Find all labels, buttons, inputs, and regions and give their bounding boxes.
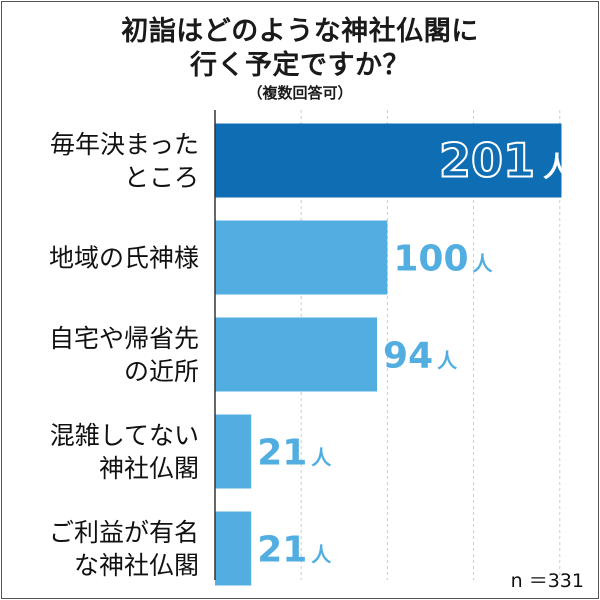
value-label-2: 100 人 (393, 239, 493, 280)
value-number-3: 94 (383, 336, 433, 377)
bar-2 (215, 220, 388, 295)
category-label-5-line-2: な神社仏閣 (74, 551, 199, 580)
bar-1 (215, 123, 562, 198)
category-label-4-line-2: 神社仏閣 (99, 454, 199, 483)
value-label-5: 21 人 (257, 530, 332, 571)
bar-5 (215, 511, 252, 586)
bar-3 (215, 317, 378, 392)
value-number-4: 21 (257, 433, 307, 474)
category-label-1-line-1: 毎年決まった (50, 130, 199, 159)
value-unit-2: 人 (473, 252, 494, 276)
bar-4 (215, 414, 252, 489)
sample-size-label: n ＝331 (510, 570, 584, 592)
value-number-2: 100 (393, 239, 468, 280)
category-label-4-line-1: 混雑してない (50, 421, 199, 450)
value-number-5: 21 (257, 530, 307, 571)
category-label-3-line-1: 自宅や帰省先 (49, 324, 199, 353)
value-unit-1: 人 (543, 151, 571, 184)
category-label-5-line-1: ご利益が有名 (49, 518, 199, 547)
value-label-3: 94 人 (383, 336, 458, 377)
value-label-1: 201 人 (439, 134, 571, 188)
value-number-1: 201 (439, 134, 535, 188)
value-unit-3: 人 (437, 349, 458, 373)
chart-title-line-2: 行く予定ですか？ (190, 50, 410, 81)
category-label-3-line-2: の近所 (124, 357, 199, 386)
value-label-4: 21 人 (257, 433, 332, 474)
chart-subtitle: （複数回答可） (247, 84, 353, 102)
value-unit-4: 人 (311, 446, 332, 470)
category-label-2-line-1: 地域の氏神様 (49, 244, 199, 273)
value-unit-5: 人 (311, 543, 332, 567)
chart-title-line-1: 初詣はどのような神社仏閣に (121, 16, 479, 47)
category-label-1-line-2: ところ (124, 163, 199, 192)
